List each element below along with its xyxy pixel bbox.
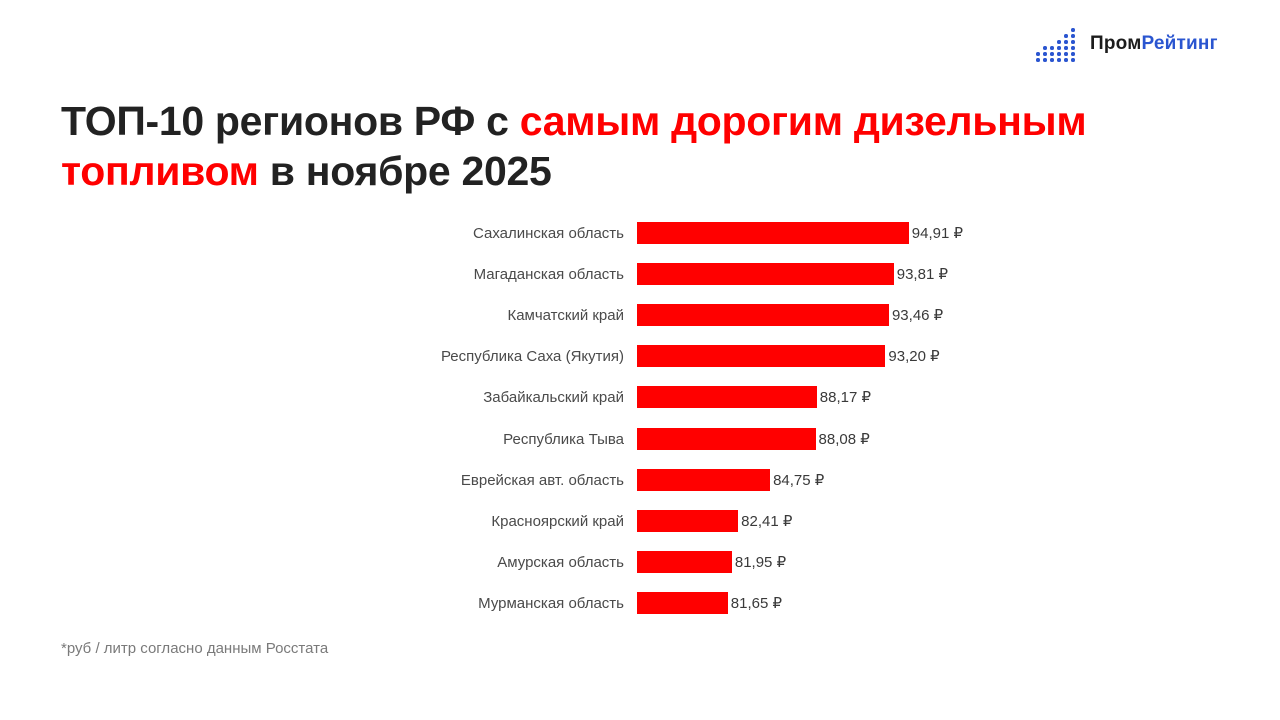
category-label: Мурманская область xyxy=(478,594,624,612)
value-label: 84,75 ₽ xyxy=(773,471,825,489)
title-highlight2: топливом xyxy=(61,148,259,194)
category-label: Амурская область xyxy=(497,553,624,571)
bar xyxy=(637,386,817,409)
value-label: 88,08 ₽ xyxy=(818,430,870,448)
bar-row: Камчатский край 93,46 ₽ xyxy=(0,304,1280,328)
bar xyxy=(637,550,732,573)
footnote: *руб / литр согласно данным Росстата xyxy=(61,640,329,657)
bar-row: Республика Тыва 88,08 ₽ xyxy=(0,427,1280,452)
value-label: 81,65 ₽ xyxy=(730,594,783,612)
value-label: 81,95 ₽ xyxy=(734,553,787,571)
title-highlight1: самым дорогим дизельным xyxy=(519,98,1087,144)
bar xyxy=(637,222,909,244)
value-label: 93,81 ₽ xyxy=(896,266,948,284)
bar xyxy=(637,468,771,491)
bar xyxy=(637,304,889,327)
title-part2: в ноябре 2025 xyxy=(258,148,552,194)
chart-title: ТОП-10 регионов РФ с самым дорогим дизел… xyxy=(61,96,1087,196)
bar xyxy=(637,509,739,532)
bar-row: Еврейская авт. область 84,75 ₽ xyxy=(0,468,1280,493)
bar-row: Республика Саха (Якутия) 93,20 ₽ xyxy=(0,345,1280,369)
category-label: Забайкальский край xyxy=(483,389,624,407)
brand-logo: ПромРейтинг xyxy=(1036,26,1218,62)
bar xyxy=(637,591,728,614)
bar-row: Амурская область 81,95 ₽ xyxy=(0,550,1280,575)
value-label: 94,91 ₽ xyxy=(911,225,964,242)
category-label: Красноярский край xyxy=(491,512,624,530)
value-label: 88,17 ₽ xyxy=(819,389,872,407)
value-label: 93,46 ₽ xyxy=(891,307,944,325)
brand-name-part1: Пром xyxy=(1090,33,1142,54)
bar xyxy=(637,345,886,368)
bar-row: Магаданская область 93,81 ₽ xyxy=(0,263,1280,287)
brand-name-part2: Рейтинг xyxy=(1141,33,1218,54)
category-label: Камчатский край xyxy=(507,307,624,325)
bar xyxy=(637,427,816,450)
category-label: Сахалинская область xyxy=(473,225,624,242)
value-label: 82,41 ₽ xyxy=(741,512,793,530)
category-label: Республика Тыва xyxy=(503,430,624,448)
brand-name: ПромРейтинг xyxy=(1090,33,1218,55)
bar-row: Красноярский край 82,41 ₽ xyxy=(0,509,1280,534)
category-label: Магаданская область xyxy=(473,266,624,284)
category-label: Республика Саха (Якутия) xyxy=(440,348,624,366)
bar-row: Мурманская область 81,65 ₽ xyxy=(0,591,1280,616)
bar-row: Забайкальский край 88,17 ₽ xyxy=(0,386,1280,410)
dot-bars-icon xyxy=(1036,26,1076,62)
title-part1: ТОП-10 регионов РФ с xyxy=(61,98,520,144)
value-label: 93,20 ₽ xyxy=(888,348,940,366)
bar-row: Сахалинская область 94,91 ₽ xyxy=(0,222,1280,246)
category-label: Еврейская авт. область xyxy=(460,471,624,489)
bar xyxy=(637,263,894,286)
